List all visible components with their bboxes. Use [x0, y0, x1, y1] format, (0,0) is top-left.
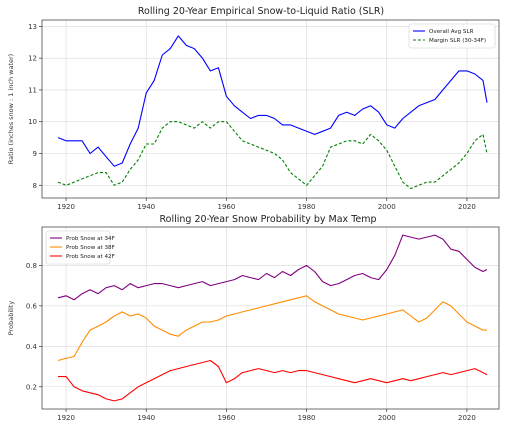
- series-layer: [57, 234, 488, 402]
- x-tick-label: 1980: [298, 203, 316, 211]
- legend-entry: Margin SLR (30-34F): [429, 38, 486, 44]
- y-tick-label: 0.2: [26, 383, 37, 391]
- series-line-2: [58, 359, 488, 402]
- y-tick-label: 8: [33, 182, 37, 190]
- series-layer: [57, 35, 488, 190]
- y-axis-label: Probability: [7, 301, 15, 336]
- x-tick-label: 1920: [57, 414, 75, 422]
- legend-entry: Prob Snow at 38F: [66, 245, 115, 251]
- series-line-0: [57, 35, 488, 167]
- series-line-0: [57, 234, 488, 301]
- axes-frame: [41, 19, 500, 199]
- y-tick-label: 9: [33, 150, 37, 158]
- x-tick-label: 1960: [217, 414, 235, 422]
- y-tick-label: 0.6: [26, 302, 38, 310]
- chart-title: Rolling 20-Year Empirical Snow-to-Liquid…: [138, 6, 384, 17]
- slr-chart: Rolling 20-Year Empirical Snow-to-Liquid…: [7, 6, 500, 211]
- x-tick-label: 2000: [378, 414, 396, 422]
- x-tick-label: 1940: [137, 203, 155, 211]
- axes-frame: [41, 226, 500, 410]
- x-tick-label: 2020: [458, 414, 476, 422]
- y-tick-label: 11: [28, 86, 37, 94]
- legend-entry: Prob Snow at 34F: [66, 236, 115, 242]
- x-tick-label: 1920: [57, 203, 75, 211]
- series-line-1: [57, 295, 487, 362]
- snow-probability-chart: Rolling 20-Year Snow Probability by Max …: [7, 214, 500, 422]
- x-tick-label: 1980: [298, 414, 316, 422]
- y-tick-label: 0.8: [26, 262, 37, 270]
- legend-entry: Overall Avg SLR: [429, 29, 474, 35]
- x-tick-label: 2020: [458, 203, 476, 211]
- ticks: 1920 1940 1960 1980 2000 2020 0.2 0.4 0.6 0.8: [26, 262, 476, 422]
- grid: [42, 227, 499, 409]
- legend: Prob Snow at 34F Prob Snow at 38F Prob Sno…: [45, 230, 115, 265]
- legend-box: [408, 23, 496, 49]
- chart-title: Rolling 20-Year Snow Probability by Max …: [159, 214, 376, 225]
- legend-entry: Prob Snow at 42F: [66, 254, 115, 260]
- legend: Overall Avg SLR Margin SLR (30-34F): [408, 23, 496, 49]
- y-tick-label: 12: [28, 55, 37, 63]
- y-axis-label: Ratio (inches snow : 1 inch water): [7, 54, 15, 164]
- y-tick-label: 13: [28, 23, 37, 31]
- grid: [42, 20, 499, 198]
- x-tick-label: 1960: [217, 203, 235, 211]
- y-tick-label: 10: [28, 118, 37, 126]
- x-tick-label: 1940: [137, 414, 155, 422]
- x-tick-label: 2000: [378, 203, 396, 211]
- y-tick-label: 0.4: [26, 343, 38, 351]
- ticks: 1920 1940 1960 1980 2000 2020 8 9 10 11 12 13: [28, 23, 476, 211]
